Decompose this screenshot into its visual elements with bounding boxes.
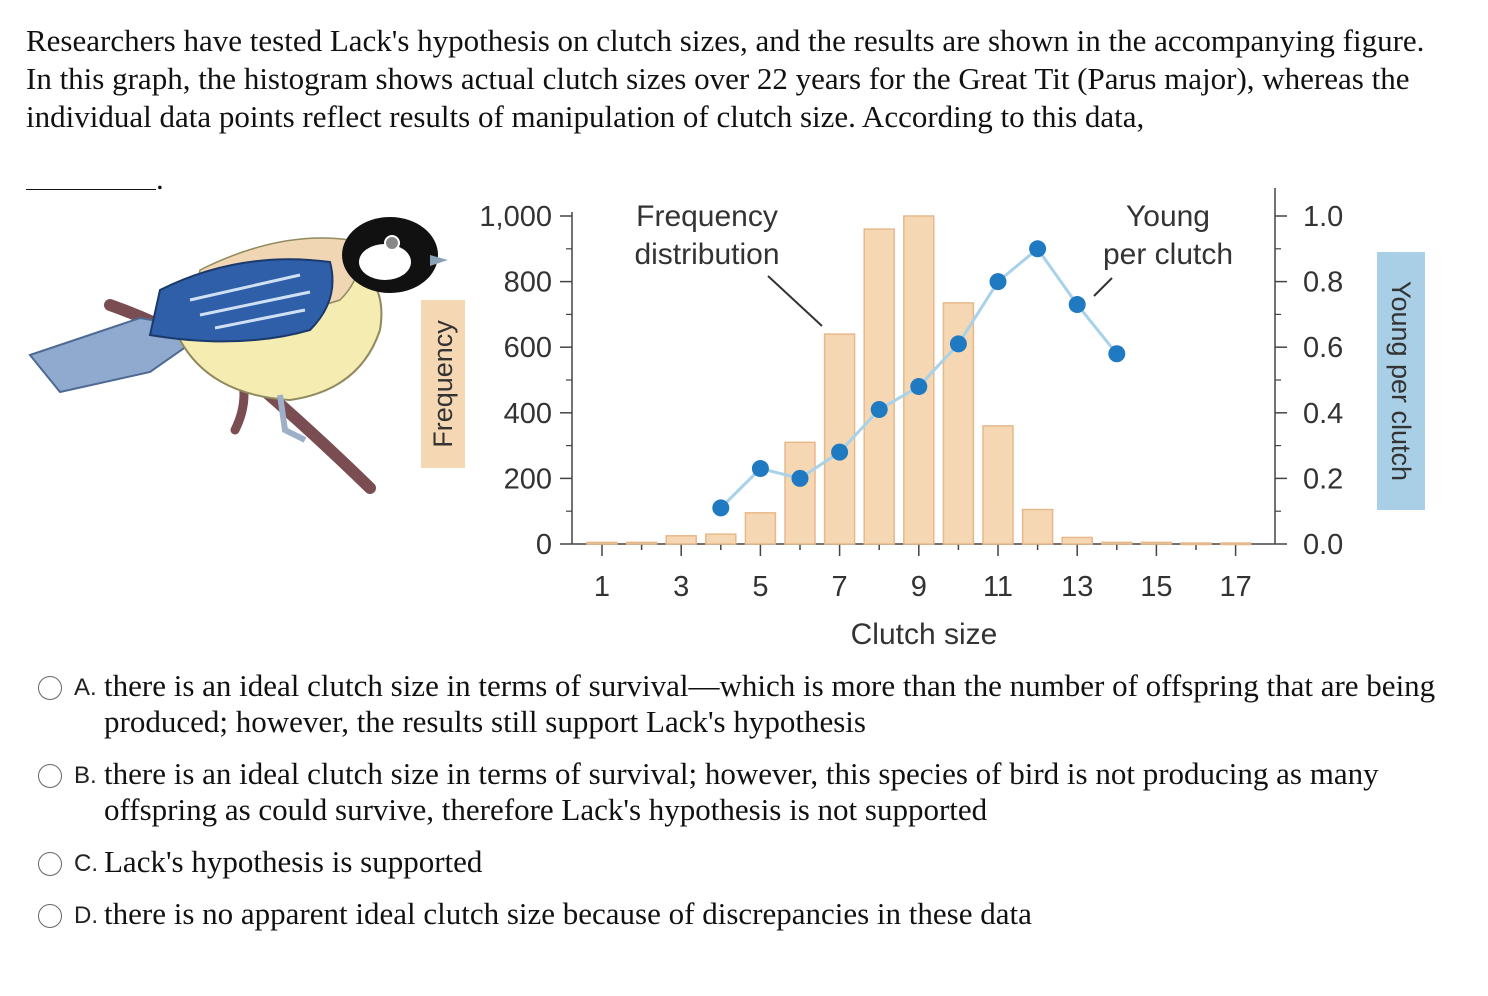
young-per-clutch-point (1029, 240, 1047, 258)
blank-period: . (156, 161, 164, 196)
option-a-letter: A. (74, 674, 97, 701)
young-per-clutch-point (989, 273, 1007, 291)
frequency-label-bg (421, 300, 465, 468)
left-tick-label: 400 (504, 398, 552, 430)
young-per-clutch-point (1108, 345, 1126, 363)
option-d-radio[interactable] (38, 904, 62, 928)
bird-wing (148, 258, 334, 343)
young-per-clutch-point (910, 378, 928, 396)
option-d-letter: D. (74, 902, 98, 929)
histogram-bar (665, 535, 697, 545)
left-tick-label: 0 (536, 529, 552, 561)
histogram-bar (744, 512, 777, 545)
annotation-frequency-line1: Frequency (636, 200, 778, 233)
option-c-letter: C. (74, 850, 98, 877)
young-per-clutch-point (870, 401, 888, 419)
left-tick-label: 800 (504, 267, 552, 299)
option-a-text: there is an ideal clutch size in terms o… (104, 668, 1436, 739)
histogram-bar (1140, 541, 1173, 545)
x-tick-label: 9 (911, 571, 927, 603)
right-tick-label: 0.6 (1303, 332, 1343, 364)
annotation-frequency-line2: distribution (634, 238, 779, 271)
young-label-bg (1377, 252, 1425, 510)
right-tick-label: 0.8 (1303, 267, 1343, 299)
bird-cheek (359, 244, 411, 280)
x-tick-label: 5 (752, 571, 768, 603)
annotation-frequency-pointer (767, 275, 823, 327)
option-a-radio[interactable] (38, 676, 62, 700)
x-tick-label: 11 (983, 571, 1013, 603)
histogram-bar (784, 441, 816, 545)
x-tick-label: 1 (594, 571, 610, 603)
histogram-bar (863, 228, 895, 545)
left-tick-label: 600 (504, 332, 552, 364)
answer-blank: . (26, 160, 164, 198)
annotation-young-line1: Young (1126, 200, 1210, 233)
x-tick-label: 17 (1219, 571, 1251, 603)
right-tick-label: 0.0 (1303, 529, 1343, 561)
clutch-size-figure: Frequency Young per clutch 1,000 800 600 40… (0, 180, 1488, 660)
histogram-bars (586, 215, 1252, 546)
x-tick-label: 3 (673, 571, 689, 603)
young-per-clutch-series (712, 240, 1126, 517)
x-tick-label: 7 (832, 571, 848, 603)
annotation-young-line2: per clutch (1103, 238, 1233, 271)
option-c-text: Lack's hypothesis is supported (104, 844, 483, 879)
young-per-clutch-point (831, 443, 849, 461)
great-tit-illustration (28, 217, 448, 494)
left-tick-label: 1,000 (479, 201, 552, 233)
question-text: Researchers have tested Lack's hypothesi… (26, 23, 1425, 134)
histogram-bar (1061, 536, 1093, 545)
histogram-bar (705, 533, 737, 545)
left-axis-label: Frequency (428, 320, 458, 448)
right-axis-label: Young per clutch (1386, 281, 1416, 481)
option-b-text: there is an ideal clutch size in terms o… (104, 756, 1379, 827)
histogram-bar (1021, 508, 1054, 545)
young-per-clutch-point (791, 469, 809, 487)
x-tick-label: 13 (1061, 571, 1093, 603)
left-tick-label: 200 (504, 463, 552, 495)
histogram-bar (1180, 542, 1212, 546)
option-b-radio[interactable] (38, 764, 62, 788)
x-axis-title: Clutch size (851, 618, 998, 651)
bird-leg (277, 394, 307, 443)
chart: Frequency Young per clutch 1,000 800 600 40… (28, 188, 1425, 651)
annotation-young-pointer (1093, 277, 1113, 297)
bird-wing-stripes (189, 273, 311, 330)
option-d-text: there is no apparent ideal clutch size b… (104, 896, 1032, 931)
histogram-bar (586, 541, 618, 545)
right-tick-label: 0.2 (1303, 463, 1343, 495)
option-c-radio[interactable] (38, 852, 62, 876)
right-tick-label: 1.0 (1303, 201, 1343, 233)
young-per-clutch-point (712, 499, 730, 517)
young-per-clutch-point (751, 460, 769, 478)
histogram-bar (1219, 542, 1252, 546)
option-b-letter: B. (74, 762, 97, 789)
young-per-clutch-point (1068, 296, 1086, 314)
histogram-bar (625, 541, 658, 545)
young-per-clutch-point (949, 335, 967, 353)
histogram-bar (1101, 541, 1133, 545)
x-tick-label: 15 (1140, 571, 1172, 603)
histogram-bar (982, 425, 1014, 545)
bird-beak (430, 255, 448, 266)
right-tick-label: 0.4 (1303, 398, 1343, 430)
histogram-bar (823, 333, 856, 545)
bird-eye (384, 235, 400, 251)
